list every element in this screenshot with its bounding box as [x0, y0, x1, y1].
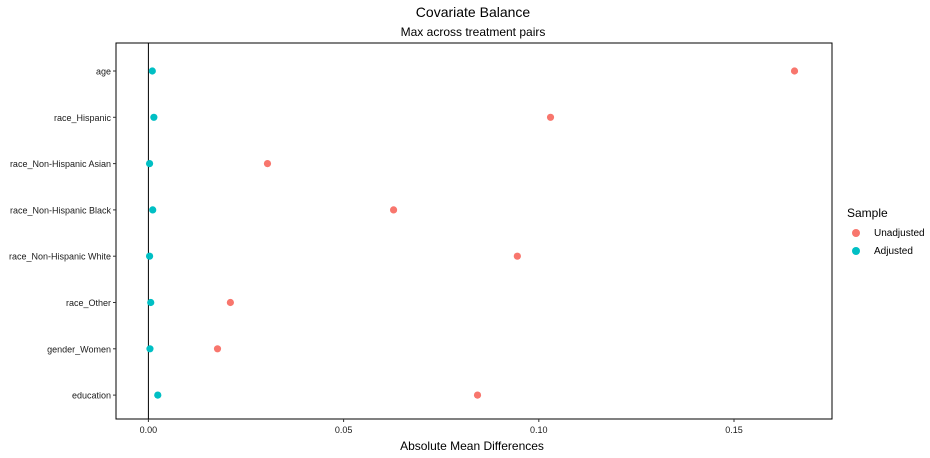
y-tick-label: age: [96, 67, 111, 77]
point-unadjusted: [513, 252, 521, 260]
point-adjusted: [149, 206, 157, 214]
y-tick-label: race_Non-Hispanic Asian: [10, 159, 111, 169]
point-adjusted: [154, 391, 162, 399]
point-adjusted: [148, 67, 156, 75]
legend-dot-unadjusted: [852, 229, 860, 237]
y-tick-label: race_Non-Hispanic White: [9, 252, 111, 262]
point-adjusted: [146, 345, 154, 353]
chart-subtitle: Max across treatment pairs: [400, 25, 546, 39]
point-adjusted: [145, 252, 154, 260]
y-tick-label: race_Other: [66, 298, 111, 308]
point-adjusted: [145, 160, 154, 168]
point-unadjusted: [790, 67, 799, 75]
legend-dot-adjusted: [852, 247, 860, 255]
x-tick-label: 0.10: [530, 425, 548, 435]
legend-label-adjusted: Adjusted: [874, 245, 913, 257]
x-tick-label: 0.15: [725, 425, 743, 435]
chart-title: Covariate Balance: [415, 4, 531, 20]
point-unadjusted: [546, 113, 555, 121]
legend-title: Sample: [847, 206, 888, 220]
x-tick-label: 0.05: [335, 425, 353, 435]
y-tick-label: gender_Women: [47, 344, 111, 354]
point-unadjusted: [226, 298, 234, 307]
plot-border: [115, 42, 833, 420]
point-unadjusted: [263, 160, 272, 168]
legend-item-unadjusted: Unadjusted: [850, 226, 925, 240]
point-adjusted: [147, 298, 155, 307]
point-unadjusted: [213, 345, 222, 353]
legend-item-adjusted: Adjusted: [850, 244, 913, 258]
point-unadjusted: [473, 391, 482, 399]
legend-label-unadjusted: Unadjusted: [874, 227, 925, 239]
y-tick-label: education: [72, 391, 111, 401]
y-tick-label: race_Hispanic: [54, 113, 112, 123]
point-unadjusted: [389, 206, 398, 214]
y-tick-label: race_Non-Hispanic Black: [10, 205, 112, 215]
x-tick-label: 0.00: [140, 425, 158, 435]
x-axis-label: Absolute Mean Differences: [400, 439, 544, 453]
point-adjusted: [150, 113, 158, 121]
